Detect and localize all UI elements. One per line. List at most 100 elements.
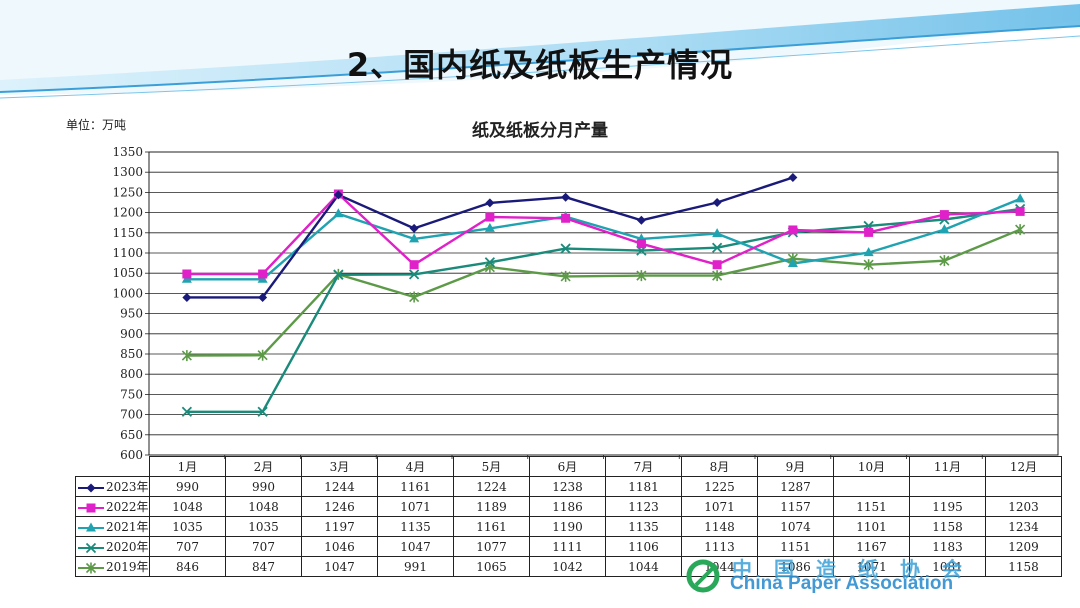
table-cell: 1071 (377, 496, 454, 517)
chart-title: 纸及纸板分月产量 (472, 121, 608, 141)
legend-swatch (78, 522, 104, 531)
y-tick-label: 1250 (112, 185, 143, 199)
x-category-label: 7月 (605, 456, 682, 477)
table-cell: 1190 (529, 516, 606, 537)
table-cell: 1047 (301, 556, 378, 577)
legend-entry: 2023年 (75, 476, 150, 497)
table-cell: 1225 (681, 476, 758, 497)
legend-label: 2020年 (106, 540, 149, 554)
table-cell (985, 476, 1062, 497)
data-point (939, 210, 949, 220)
series-markers (181, 172, 1026, 417)
data-point (408, 269, 420, 280)
x-category-label: 6月 (529, 456, 606, 477)
data-point (409, 260, 419, 270)
legend-swatch (78, 562, 104, 573)
table-cell: 1224 (453, 476, 530, 497)
y-tick-label: 1100 (112, 246, 143, 260)
table-cell: 1157 (757, 496, 834, 517)
table-cell: 1158 (985, 556, 1062, 577)
page-title: 2、国内纸及纸板生产情况 (346, 46, 734, 84)
y-tick-label: 650 (120, 428, 143, 442)
table-cell: 1195 (909, 496, 986, 517)
data-point (939, 224, 950, 234)
x-category-label: 8月 (681, 456, 758, 477)
legend-marker (86, 483, 96, 492)
legend-swatch (78, 483, 104, 492)
x-category-label: 5月 (453, 456, 530, 477)
y-tick-label: 800 (120, 367, 143, 381)
data-point (787, 258, 798, 268)
table-cell (833, 476, 910, 497)
x-category-label: 10月 (833, 456, 910, 477)
data-table: 1月 2月 3月 4月 5月 6月 7月 8月 9月 10月 11月 12月 2023年 990 990 12… (75, 456, 1062, 577)
legend-label: 2022年 (106, 500, 149, 514)
y-tick-label: 1150 (112, 226, 143, 240)
association-watermark: 中国造纸协会 China Paper Association (686, 555, 1016, 595)
table-cell: 1287 (757, 476, 834, 497)
series-line-2022年 (186, 192, 1021, 276)
data-point (863, 247, 874, 257)
data-point (788, 225, 798, 235)
data-point (864, 227, 874, 237)
table-cell: 990 (149, 476, 226, 497)
data-point (409, 233, 420, 243)
data-point (409, 291, 420, 303)
y-tick-label: 950 (120, 307, 143, 321)
table-cell: 1203 (985, 496, 1062, 517)
data-point (561, 213, 571, 223)
y-tick-label: 850 (120, 347, 143, 361)
data-point (636, 239, 646, 249)
table-cell: 1047 (377, 536, 454, 557)
data-point (181, 350, 192, 362)
data-point (712, 260, 722, 270)
series-line-2020年 (186, 207, 1021, 413)
legend-entry: 2020年 (75, 536, 150, 557)
table-row: 2023年 990 990 1244 1161 1224 1238 1181 1225 1287 (75, 476, 1062, 497)
table-cell: 1071 (681, 496, 758, 517)
table-cell: 1161 (377, 476, 454, 497)
table-cell: 1135 (605, 516, 682, 537)
legend-entry: 2019年 (75, 556, 150, 577)
y-tick-label: 1000 (112, 286, 143, 300)
table-row: 2021年 1035 1035 1197 1135 1161 1190 1135 1148 107… (75, 516, 1062, 537)
data-point (182, 292, 192, 302)
data-point (333, 208, 344, 218)
legend-label: 2019年 (106, 560, 149, 574)
data-point (712, 270, 723, 282)
association-logo-icon (686, 559, 720, 593)
data-point (561, 192, 571, 202)
table-cell: 1077 (453, 536, 530, 557)
table-cell: 1238 (529, 476, 606, 497)
table-cell: 846 (149, 556, 226, 577)
table-row: 2022年 1048 1048 1246 1071 1189 1186 1123 1071 115… (75, 496, 1062, 517)
series-line-2021年 (186, 197, 1021, 281)
plot-area (148, 151, 1059, 456)
y-tick-label: 1350 (112, 145, 143, 159)
table-cell: 991 (377, 556, 454, 577)
data-point (636, 270, 647, 282)
table-row: 2019年 846 847 1047 991 1065 1042 1044 1044 1086 10… (75, 556, 1062, 577)
table-cell: 1035 (149, 516, 226, 537)
data-point (409, 223, 419, 233)
data-point (1015, 193, 1026, 203)
table-cell: 1234 (985, 516, 1062, 537)
legend-marker (86, 503, 96, 512)
data-point (485, 198, 495, 208)
grid (145, 151, 1059, 459)
data-point (1015, 224, 1026, 236)
association-name-en: China Paper Association (730, 573, 954, 594)
data-point (333, 269, 344, 280)
table-cell: 1151 (757, 536, 834, 557)
unit-label: 单位：万吨 (66, 118, 127, 132)
x-category-label: 1月 (149, 456, 226, 477)
y-axis-labels: 6006507007508008509009501000105011001150… (112, 145, 143, 462)
y-tick-label: 750 (120, 387, 143, 401)
table-cell: 1197 (301, 516, 378, 537)
legend-label: 2021年 (106, 520, 149, 534)
data-point (560, 270, 571, 282)
data-point (712, 228, 723, 238)
table-cell: 990 (225, 476, 302, 497)
